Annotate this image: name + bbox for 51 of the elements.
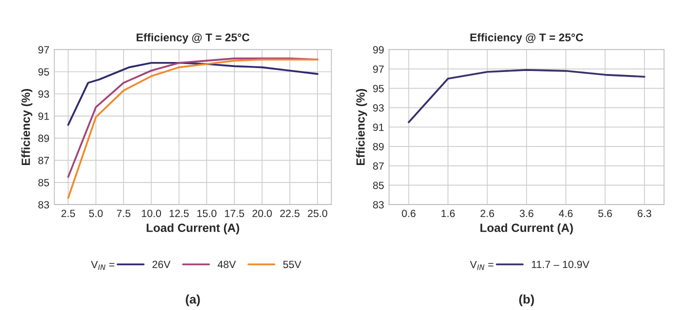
y-tick-label: 83 <box>38 201 49 208</box>
line-series <box>67 62 318 126</box>
chart-title: Efficiency @ T = 25°C <box>470 33 584 44</box>
legend-label: 55V <box>283 260 302 268</box>
legend-title: V$_{IN}$ = <box>90 260 114 270</box>
y-tick-label: 97 <box>38 46 49 54</box>
line-series <box>408 69 646 124</box>
y-tick-label: 95 <box>38 68 50 76</box>
x-tick-label: 5.6 <box>598 210 612 218</box>
x-tick-label: 20.0 <box>252 210 272 218</box>
legend-label: 26V <box>152 260 170 268</box>
x-axis-title: Load Current (A) <box>480 223 573 234</box>
y-axis-title: Efficiency (%) <box>21 88 32 166</box>
y-tick-label: 93 <box>38 90 49 98</box>
x-tick-label: 22.5 <box>280 210 300 218</box>
text: (a) <box>186 294 200 306</box>
y-tick-label: 93 <box>373 104 384 112</box>
x-tick-label: 2.5 <box>61 210 75 218</box>
x-tick-label: 3.6 <box>520 210 534 218</box>
y-tick-label: 99 <box>373 46 384 54</box>
y-tick-label: 91 <box>373 124 384 131</box>
y-tick-label: 87 <box>373 162 384 170</box>
x-tick-label: 2.6 <box>480 210 494 218</box>
x-tick-label: 1.6 <box>442 210 455 218</box>
y-axis-title: Efficiency (%) <box>356 88 368 166</box>
x-tick-label: 7.5 <box>116 210 130 218</box>
y-tick-label: 89 <box>38 134 49 142</box>
x-tick-label: 12.5 <box>170 210 189 218</box>
y-tick-label: 85 <box>38 178 50 186</box>
x-tick-label: 5.0 <box>89 210 103 218</box>
x-tick-label: 25.0 <box>308 210 328 218</box>
y-tick-label: 87 <box>38 156 49 164</box>
x-tick-label: 4.6 <box>558 210 573 218</box>
y-tick-label: 85 <box>373 182 384 190</box>
x-tick-label: 17.5 <box>225 210 244 218</box>
x-tick-label: 10.0 <box>142 210 162 218</box>
y-tick-label: 83 <box>373 201 384 208</box>
x-tick-label: 0.6 <box>402 210 416 218</box>
text: (b) <box>519 294 534 306</box>
legend-title: V$_{IN}$ = <box>470 260 494 270</box>
line-series <box>67 58 318 199</box>
legend-label: 48V <box>218 260 236 268</box>
x-tick-label: 6.3 <box>638 210 652 218</box>
y-tick-label: 91 <box>38 112 49 120</box>
x-tick-label: 15.0 <box>197 210 216 218</box>
y-tick-label: 89 <box>373 142 384 150</box>
legend-label: 11.7 – 10.9V <box>532 260 590 268</box>
chart-title: Efficiency @ T = 25°C <box>136 33 250 44</box>
y-tick-label: 97 <box>373 65 384 73</box>
y-tick-label: 95 <box>373 84 384 92</box>
x-axis-title: Load Current (A) <box>146 223 240 234</box>
